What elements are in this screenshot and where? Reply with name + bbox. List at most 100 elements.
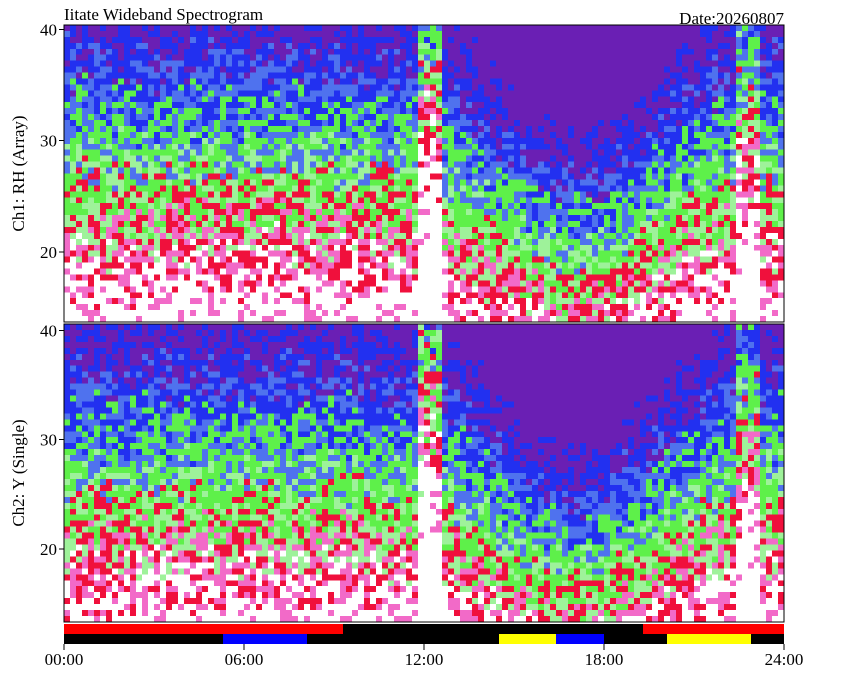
spectrogram-cell [448, 316, 455, 323]
spectrogram-cell [472, 42, 479, 50]
spectrogram-cell [550, 131, 557, 139]
spectrogram-cell [292, 191, 299, 198]
spectrogram-cell [340, 304, 347, 311]
spectrogram-cell [298, 42, 305, 50]
spectrogram-cell [628, 66, 635, 73]
spectrogram-cell [490, 36, 497, 44]
spectrogram-cell [448, 90, 455, 97]
spectrogram-cell [154, 25, 161, 32]
spectrogram-cell [220, 149, 227, 157]
spectrogram-cell [406, 232, 413, 240]
spectrogram-cell [220, 185, 227, 192]
spectrogram-cell [370, 108, 377, 115]
spectrogram-cell [328, 66, 335, 73]
spectrogram-cell [148, 90, 155, 97]
spectrogram-cell [352, 149, 359, 157]
spectrogram-cell [436, 137, 443, 145]
spectrogram-cell [64, 36, 71, 44]
spectrogram-cell [580, 197, 587, 204]
spectrogram-cell [136, 304, 143, 311]
spectrogram-cell [586, 262, 593, 269]
spectrogram-cell [472, 221, 479, 228]
spectrogram-cell [658, 108, 665, 115]
spectrogram-cell [250, 203, 257, 210]
spectrogram-cell [112, 161, 119, 168]
spectrogram-cell [646, 102, 653, 109]
spectrogram-cell [496, 203, 503, 210]
spectrogram-cell [214, 298, 221, 305]
spectrogram-cell [382, 36, 389, 44]
spectrogram-cell [310, 90, 317, 97]
spectrogram-cell [448, 25, 455, 32]
spectrogram-cell [328, 161, 335, 168]
spectrogram-cell [334, 96, 341, 103]
spectrogram-cell [154, 227, 161, 234]
spectrogram-cell [220, 126, 227, 133]
spectrogram-cell [250, 137, 257, 145]
spectrogram-cell [634, 66, 641, 73]
spectrogram-cell [100, 137, 107, 145]
spectrogram-cell [196, 191, 203, 198]
spectrogram-cell [382, 238, 389, 246]
spectrogram-cell [238, 197, 245, 204]
spectrogram-cell [526, 30, 533, 38]
spectrogram-cell [508, 292, 515, 299]
spectrogram-cell [322, 310, 329, 317]
spectrogram-cell [166, 244, 173, 252]
spectrogram-cell [538, 203, 545, 210]
spectrogram-cell [502, 48, 509, 56]
spectrogram-cell [316, 185, 323, 192]
spectrogram-cell [496, 108, 503, 115]
spectrogram-cell [448, 250, 455, 258]
spectrogram-cell [106, 298, 113, 305]
spectrogram-cell [394, 72, 401, 79]
spectrogram-cell [280, 48, 287, 56]
spectrogram-cell [424, 203, 431, 210]
spectrogram-cell [514, 161, 521, 168]
spectrogram-cell [250, 197, 257, 204]
spectrogram-cell [88, 286, 95, 293]
spectrogram-cell [466, 120, 473, 127]
spectrogram-cell [658, 268, 665, 275]
spectrogram-cell [202, 42, 209, 50]
spectrogram-cell [64, 84, 71, 91]
spectrogram-cell [154, 108, 161, 115]
spectrogram-cell [514, 197, 521, 204]
spectrogram-cell [556, 250, 563, 258]
spectrogram-cell [322, 84, 329, 91]
spectrogram-cell [292, 197, 299, 204]
spectrogram-cell [610, 227, 617, 234]
spectrogram-cell [412, 221, 419, 228]
spectrogram-cell [250, 286, 257, 293]
spectrogram-cell [220, 298, 227, 305]
spectrogram-cell [568, 191, 575, 198]
spectrogram-cell [484, 250, 491, 258]
spectrogram-cell [448, 30, 455, 38]
spectrogram-cell [118, 42, 125, 50]
spectrogram-cell [442, 286, 449, 293]
spectrogram-cell [340, 90, 347, 97]
spectrogram-cell [256, 209, 263, 216]
spectrogram-cell [478, 221, 485, 228]
spectrogram-cell [76, 292, 83, 299]
spectrogram-cell [376, 304, 383, 311]
spectrogram-cell [568, 84, 575, 91]
spectrogram-cell [508, 244, 515, 252]
spectrogram-cell [304, 250, 311, 258]
spectrogram-cell [112, 48, 119, 56]
spectrogram-cell [226, 114, 233, 121]
spectrogram-cell [142, 232, 149, 240]
spectrogram-cell [244, 90, 251, 97]
spectrogram-cell [220, 256, 227, 264]
spectrogram-cell [256, 36, 263, 44]
spectrogram-cell [598, 244, 605, 252]
spectrogram-cell [280, 25, 287, 32]
spectrogram-cell [226, 96, 233, 103]
spectrogram-cell [610, 173, 617, 180]
spectrogram-cell [616, 143, 623, 151]
spectrogram-cell [418, 185, 425, 192]
spectrogram-cell [310, 316, 317, 323]
spectrogram-cell [436, 280, 443, 287]
spectrogram-cell [382, 48, 389, 56]
spectrogram-cell [250, 262, 257, 269]
